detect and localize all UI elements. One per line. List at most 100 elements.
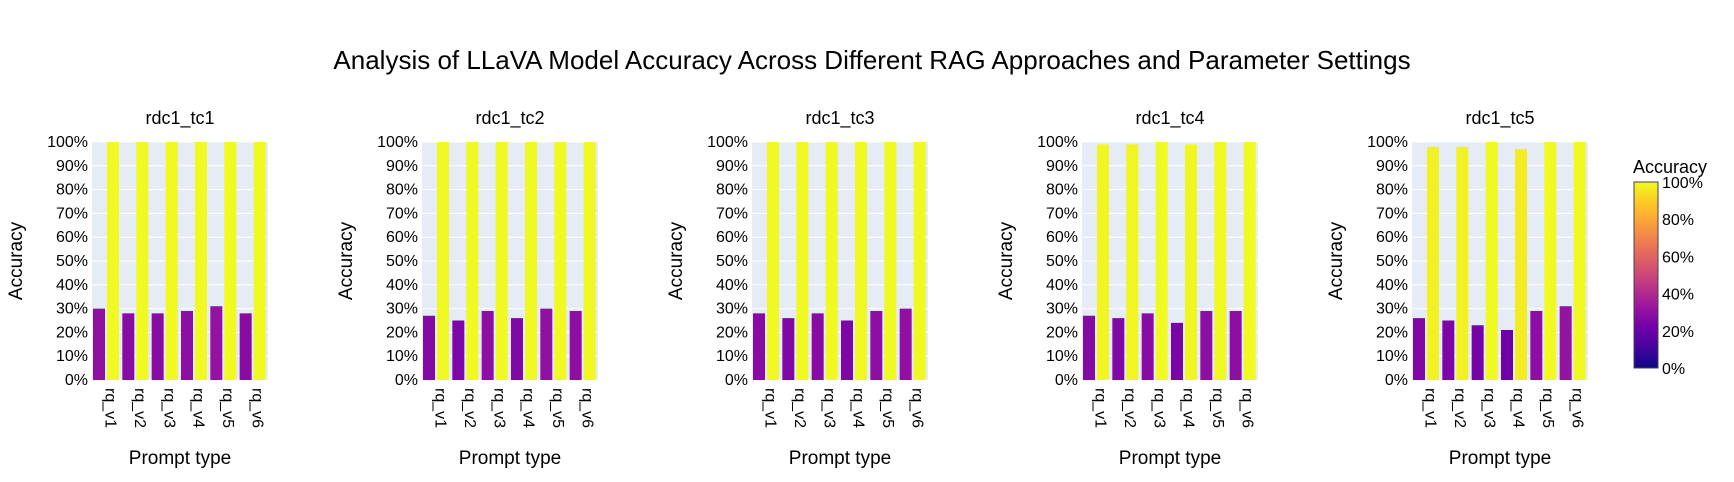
y-tick-label: 70% bbox=[56, 205, 88, 222]
y-axis-label: Accuracy bbox=[1326, 221, 1347, 300]
x-axis-label: Prompt type bbox=[1449, 448, 1551, 469]
y-tick-label: 80% bbox=[386, 182, 418, 199]
y-tick-label: 100% bbox=[707, 134, 748, 151]
subplot-rdc1_tc3: 0% 10% 20% 30% 40% 50% 60% 70% 80% 90% 100% rdc1_tc… bbox=[666, 108, 928, 469]
y-tick-label: 0% bbox=[1385, 372, 1408, 389]
y-tick-label: 100% bbox=[1037, 134, 1078, 151]
bar-rq_v3-low bbox=[1471, 325, 1484, 380]
y-tick-label: 50% bbox=[1046, 253, 1078, 270]
subplot-title: rdc1_tc4 bbox=[1135, 108, 1204, 129]
y-tick-label: 20% bbox=[1046, 324, 1078, 341]
bar-rq_v5-low bbox=[1200, 310, 1213, 380]
y-tick-label: 70% bbox=[716, 205, 748, 222]
x-tick-label: rq_v3 bbox=[1480, 388, 1497, 428]
bar-rq_v2-high bbox=[796, 142, 809, 380]
x-tick-label: rq_v6 bbox=[248, 388, 265, 428]
x-tick-label: rq_v2 bbox=[131, 388, 148, 428]
y-tick-label: 10% bbox=[1046, 348, 1078, 365]
y-tick-label: 0% bbox=[65, 372, 88, 389]
x-axis-label: Prompt type bbox=[459, 448, 561, 469]
bar-rq_v2-low bbox=[122, 313, 135, 380]
bar-rq_v5-low bbox=[540, 308, 553, 380]
y-tick-label: 70% bbox=[1376, 205, 1408, 222]
bar-rq_v5-high bbox=[1544, 142, 1557, 380]
subplot-rdc1_tc4: 0% 10% 20% 30% 40% 50% 60% 70% 80% 90% 100% rdc1_tc… bbox=[996, 108, 1258, 469]
y-tick-label: 20% bbox=[1376, 324, 1408, 341]
colorbar-tick-label: 0% bbox=[1662, 361, 1685, 378]
y-tick-label: 30% bbox=[716, 301, 748, 318]
bar-rq_v1-high bbox=[107, 142, 119, 380]
y-tick-label: 20% bbox=[716, 324, 748, 341]
x-tick-label: rq_v4 bbox=[1180, 388, 1197, 428]
bar-rq_v6-low bbox=[1559, 306, 1572, 380]
bar-rq_v6-high bbox=[253, 142, 266, 380]
y-tick-label: 80% bbox=[716, 182, 748, 199]
bar-rq_v6-low bbox=[1229, 310, 1242, 380]
y-tick-label: 100% bbox=[47, 134, 88, 151]
bar-rq_v6-low bbox=[569, 310, 582, 380]
bar-rq_v5-low bbox=[870, 310, 883, 380]
y-tick-label: 50% bbox=[386, 253, 418, 270]
y-tick-label: 90% bbox=[56, 158, 88, 175]
colorbar-tick-label: 40% bbox=[1662, 287, 1694, 304]
bar-rq_v6-low bbox=[899, 308, 912, 380]
x-axis-label: Prompt type bbox=[129, 448, 231, 469]
subplot-title: rdc1_tc3 bbox=[805, 108, 874, 129]
bar-rq_v5-low bbox=[1530, 310, 1543, 380]
y-tick-label: 70% bbox=[1046, 205, 1078, 222]
colorbar-tick-label: 60% bbox=[1662, 249, 1694, 266]
x-tick-label: rq_v6 bbox=[1238, 388, 1255, 428]
bar-rq_v4-high bbox=[1185, 144, 1197, 380]
x-tick-label: rq_v1 bbox=[1422, 388, 1439, 428]
x-tick-label: rq_v1 bbox=[1092, 388, 1109, 428]
y-axis-label: Accuracy bbox=[996, 221, 1017, 300]
bar-rq_v6-high bbox=[1573, 142, 1586, 380]
y-tick-label: 0% bbox=[1055, 372, 1078, 389]
bar-rq_v1-low bbox=[93, 308, 105, 380]
y-tick-label: 30% bbox=[56, 301, 88, 318]
y-tick-label: 90% bbox=[386, 158, 418, 175]
bar-rq_v3-low bbox=[1141, 313, 1154, 380]
bar-rq_v2-low bbox=[782, 318, 795, 380]
x-tick-label: rq_v4 bbox=[190, 388, 207, 428]
bar-rq_v1-high bbox=[1427, 146, 1439, 380]
bar-rq_v3-high bbox=[1485, 142, 1498, 380]
x-tick-label: rq_v2 bbox=[1121, 388, 1138, 428]
y-axis-label: Accuracy bbox=[336, 221, 357, 300]
x-tick-label: rq_v4 bbox=[1510, 388, 1527, 428]
y-tick-label: 60% bbox=[716, 229, 748, 246]
bar-rq_v3-high bbox=[825, 142, 838, 380]
y-tick-label: 90% bbox=[716, 158, 748, 175]
y-tick-label: 20% bbox=[386, 324, 418, 341]
y-tick-label: 100% bbox=[1367, 134, 1408, 151]
y-tick-label: 0% bbox=[725, 372, 748, 389]
bar-rq_v3-high bbox=[495, 142, 508, 380]
y-tick-label: 40% bbox=[56, 277, 88, 294]
bar-rq_v5-low bbox=[210, 306, 223, 380]
colorbar: Accuracy 0% 20% 40% 60% 80% 100% bbox=[1633, 157, 1707, 378]
bar-rq_v6-high bbox=[913, 142, 926, 380]
y-tick-label: 10% bbox=[56, 348, 88, 365]
bar-rq_v6-high bbox=[583, 142, 596, 380]
x-tick-label: rq_v1 bbox=[432, 388, 449, 428]
colorbar-tick-label: 20% bbox=[1662, 324, 1694, 341]
x-tick-label: rq_v6 bbox=[578, 388, 595, 428]
subplot-title: rdc1_tc5 bbox=[1465, 108, 1534, 129]
x-tick-label: rq_v5 bbox=[549, 388, 566, 428]
x-tick-label: rq_v5 bbox=[1209, 388, 1226, 428]
bar-rq_v3-low bbox=[811, 313, 824, 380]
x-tick-label: rq_v3 bbox=[1150, 388, 1167, 428]
bar-rq_v2-low bbox=[1442, 320, 1455, 380]
y-tick-label: 30% bbox=[386, 301, 418, 318]
y-tick-label: 30% bbox=[1046, 301, 1078, 318]
y-tick-label: 50% bbox=[716, 253, 748, 270]
bar-rq_v4-high bbox=[525, 142, 537, 380]
y-tick-label: 60% bbox=[1046, 229, 1078, 246]
x-tick-label: rq_v1 bbox=[102, 388, 119, 428]
bar-rq_v6-low bbox=[239, 313, 252, 380]
y-tick-label: 50% bbox=[56, 253, 88, 270]
x-tick-label: rq_v2 bbox=[1451, 388, 1468, 428]
y-tick-label: 40% bbox=[716, 277, 748, 294]
